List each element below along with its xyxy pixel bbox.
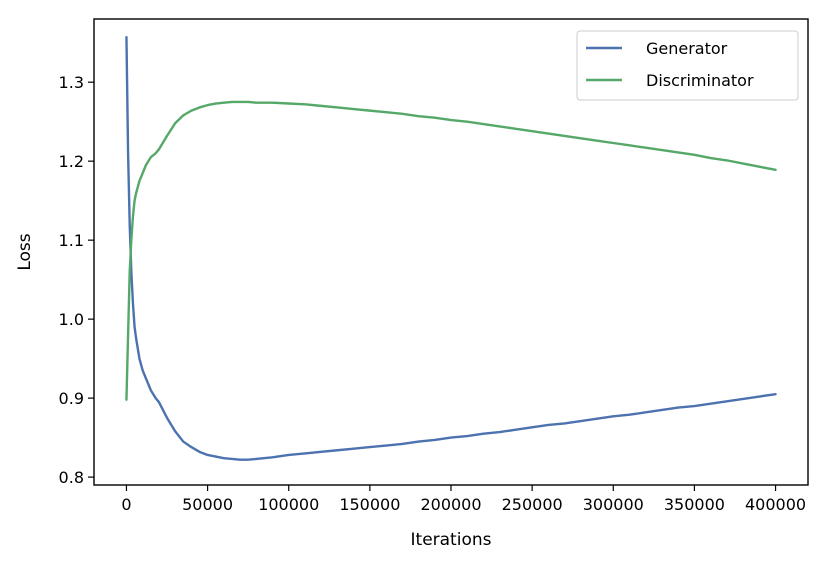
legend-label-generator: Generator — [646, 39, 728, 58]
x-tick-label: 350000 — [664, 495, 725, 514]
x-tick-label: 100000 — [258, 495, 319, 514]
x-tick-label: 200000 — [420, 495, 481, 514]
x-tick-label: 0 — [121, 495, 131, 514]
y-tick-label: 0.9 — [59, 389, 84, 408]
y-tick-label: 1.3 — [59, 73, 84, 92]
x-tick-label: 400000 — [745, 495, 806, 514]
x-tick-label: 150000 — [339, 495, 400, 514]
series-line-generator — [125, 35, 777, 461]
x-axis: 0 50000 100000 150000 200000 250000 300000 3500… — [121, 485, 806, 514]
x-axis-label: Iterations — [411, 530, 492, 550]
series-line-discriminator — [125, 100, 777, 401]
y-tick-label: 1.0 — [59, 310, 84, 329]
y-axis: 0.8 0.9 1.0 1.1 1.2 1.3 — [59, 73, 94, 487]
y-tick-label: 0.8 — [59, 468, 84, 487]
y-tick-label: 1.1 — [59, 231, 84, 250]
x-tick-label: 300000 — [583, 495, 644, 514]
legend: Generator Discriminator — [576, 30, 799, 101]
x-tick-label: 250000 — [502, 495, 563, 514]
x-tick-label: 50000 — [182, 495, 233, 514]
legend-label-discriminator: Discriminator — [646, 71, 754, 90]
y-tick-label: 1.2 — [59, 152, 84, 171]
series-layer — [125, 35, 777, 461]
legend-box — [576, 30, 799, 101]
y-axis-label: Loss — [15, 233, 35, 270]
